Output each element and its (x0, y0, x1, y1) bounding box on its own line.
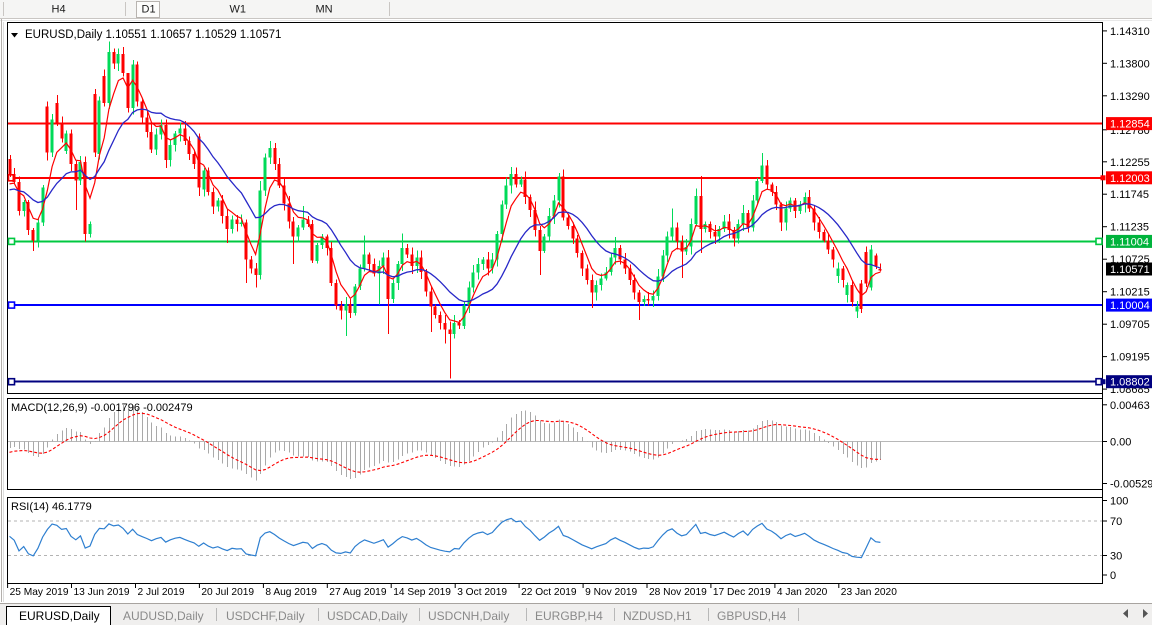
svg-text:RSI(14) 46.1779: RSI(14) 46.1779 (11, 501, 92, 513)
svg-text:USDCNH,Daily: USDCNH,Daily (428, 609, 509, 623)
svg-text:EURUSD,Daily: EURUSD,Daily (19, 609, 100, 623)
svg-text:EURGBP,H4: EURGBP,H4 (535, 609, 603, 623)
svg-text:4 Jan 2020: 4 Jan 2020 (777, 587, 828, 598)
svg-text:H4: H4 (52, 4, 66, 16)
svg-text:1.09195: 1.09195 (1110, 352, 1150, 364)
svg-text:70: 70 (1110, 516, 1122, 528)
svg-text:0.00463: 0.00463 (1110, 400, 1150, 412)
svg-text:14 Sep 2019: 14 Sep 2019 (393, 587, 451, 598)
svg-text:1.11004: 1.11004 (1110, 236, 1149, 248)
svg-text:8 Aug 2019: 8 Aug 2019 (265, 587, 317, 598)
svg-text:USDCHF,Daily: USDCHF,Daily (226, 609, 305, 623)
svg-text:1.11235: 1.11235 (1110, 222, 1149, 234)
svg-text:20 Jul 2019: 20 Jul 2019 (201, 587, 254, 598)
svg-text:27 Aug 2019: 27 Aug 2019 (329, 587, 387, 598)
svg-text:1.12003: 1.12003 (1110, 173, 1150, 185)
svg-text:100: 100 (1110, 496, 1128, 508)
svg-text:AUDUSD,Daily: AUDUSD,Daily (123, 609, 204, 623)
svg-text:GBPUSD,H4: GBPUSD,H4 (717, 609, 787, 623)
svg-text:1.08802: 1.08802 (1110, 377, 1150, 389)
svg-text:USDCAD,Daily: USDCAD,Daily (327, 609, 408, 623)
svg-text:1.13290: 1.13290 (1110, 91, 1150, 103)
svg-text:1.12255: 1.12255 (1110, 157, 1150, 169)
svg-text:2 Jul 2019: 2 Jul 2019 (138, 587, 185, 598)
svg-text:25 May 2019: 25 May 2019 (10, 587, 69, 598)
svg-text:9 Nov 2019: 9 Nov 2019 (585, 587, 637, 598)
svg-text:W1: W1 (230, 4, 247, 16)
svg-text:-0.005295: -0.005295 (1110, 479, 1152, 491)
svg-text:1.11745: 1.11745 (1110, 189, 1149, 201)
svg-text:D1: D1 (142, 4, 156, 16)
svg-text:1.09705: 1.09705 (1110, 319, 1150, 331)
svg-text:1.14310: 1.14310 (1110, 26, 1150, 38)
svg-text:1.13800: 1.13800 (1110, 58, 1150, 70)
svg-text:1.10571: 1.10571 (1110, 264, 1150, 276)
svg-text:1.12854: 1.12854 (1110, 119, 1150, 131)
svg-text:23 Jan 2020: 23 Jan 2020 (841, 587, 897, 598)
svg-text:30: 30 (1110, 551, 1122, 563)
svg-text:3 Oct 2019: 3 Oct 2019 (457, 587, 507, 598)
svg-text:NZDUSD,H1: NZDUSD,H1 (623, 609, 692, 623)
svg-text:28 Nov 2019: 28 Nov 2019 (649, 587, 707, 598)
svg-text:0: 0 (1110, 570, 1116, 582)
svg-text:17 Dec 2019: 17 Dec 2019 (713, 587, 771, 598)
svg-text:MACD(12,26,9) -0.001796 -0.002: MACD(12,26,9) -0.001796 -0.002479 (11, 402, 193, 414)
svg-text:EURUSD,Daily 1.10551 1.10657: EURUSD,Daily 1.10551 1.10657 1.10529 1.1… (25, 29, 281, 41)
svg-text:22 Oct 2019: 22 Oct 2019 (521, 587, 577, 598)
svg-text:0.00: 0.00 (1110, 437, 1131, 449)
svg-text:1.10215: 1.10215 (1110, 287, 1150, 299)
svg-text:MN: MN (316, 4, 333, 16)
svg-text:1.10004: 1.10004 (1110, 300, 1150, 312)
svg-text:13 Jun 2019: 13 Jun 2019 (74, 587, 130, 598)
